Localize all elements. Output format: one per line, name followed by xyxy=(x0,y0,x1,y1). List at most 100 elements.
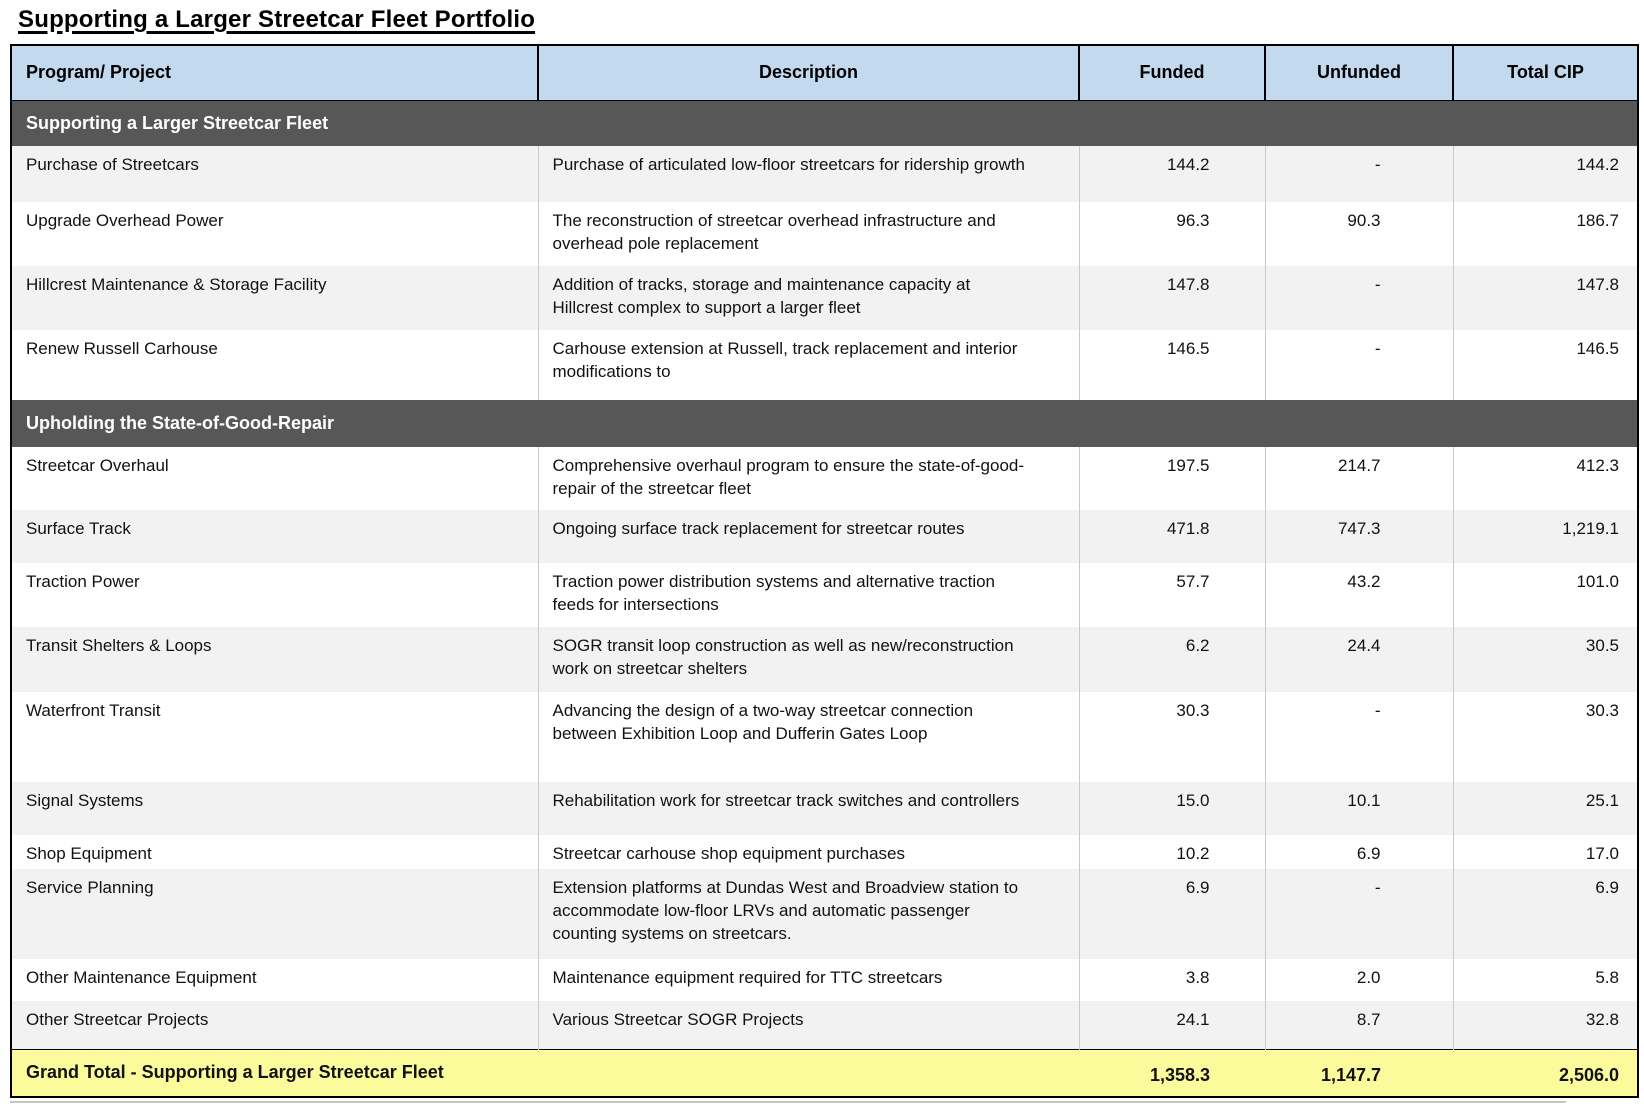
page-bottom-edge xyxy=(10,1101,1566,1103)
total-cip-cell: 101.0 xyxy=(1452,563,1638,627)
table-header-row: Program/ Project Description Funded Unfu… xyxy=(11,45,1638,101)
program-cell: Upgrade Overhead Power xyxy=(26,211,224,230)
description-cell: Carhouse extension at Russell, track rep… xyxy=(537,330,1079,400)
funded-cell: 471.8 xyxy=(1078,510,1265,563)
funded-cell: 197.5 xyxy=(1078,447,1265,510)
unfunded-cell: 214.7 xyxy=(1264,447,1453,510)
unfunded-cell: - xyxy=(1264,146,1453,202)
funded-cell: 144.2 xyxy=(1078,146,1265,202)
description-cell: Various Streetcar SOGR Projects xyxy=(537,1001,1079,1049)
unfunded-cell: - xyxy=(1264,330,1453,400)
total-cip-cell: 144.2 xyxy=(1452,146,1638,202)
unfunded-cell: 8.7 xyxy=(1264,1001,1453,1049)
total-cip-cell: 32.8 xyxy=(1452,1001,1638,1049)
description-cell: Traction power distribution systems and … xyxy=(537,563,1079,627)
grand-total-unfunded: 1,147.7 xyxy=(1265,1048,1453,1097)
description-cell: Purchase of articulated low-floor street… xyxy=(537,146,1079,202)
table-row: Purchase of Streetcars Purchase of artic… xyxy=(11,146,1638,202)
program-cell: Hillcrest Maintenance & Storage Facility xyxy=(11,266,538,330)
section-header-row: Supporting a Larger Streetcar Fleet xyxy=(11,100,1638,146)
description-cell: Extension platforms at Dundas West and B… xyxy=(537,869,1079,959)
total-cip-cell: 1,219.1 xyxy=(1452,510,1638,563)
grand-total-label: Grand Total - Supporting a Larger Street… xyxy=(11,1048,1079,1097)
column-header-unfunded: Unfunded xyxy=(1264,45,1453,101)
description-cell: Streetcar carhouse shop equipment purcha… xyxy=(537,835,1079,869)
funded-cell: 6.9 xyxy=(1078,869,1265,959)
unfunded-cell: - xyxy=(1264,266,1453,330)
program-cell: Service Planning xyxy=(11,869,538,959)
program-cell: Streetcar Overhaul xyxy=(26,456,169,475)
funded-cell: 146.5 xyxy=(1078,330,1265,400)
description-cell: Rehabilitation work for streetcar track … xyxy=(537,782,1079,835)
total-cip-cell: 25.1 xyxy=(1452,782,1638,835)
program-cell: Other Streetcar Projects xyxy=(11,1001,538,1049)
table-row: Other Streetcar Projects Various Streetc… xyxy=(11,1001,1638,1049)
program-cell: Purchase of Streetcars xyxy=(11,146,538,202)
unfunded-cell: 747.3 xyxy=(1264,510,1453,563)
table-row: Surface Track Ongoing surface track repl… xyxy=(11,510,1638,563)
table-row: Streetcar Overhaul Comprehensive overhau… xyxy=(11,447,1638,510)
unfunded-cell: - xyxy=(1264,869,1453,959)
funded-cell: 6.2 xyxy=(1078,627,1265,692)
program-cell: Traction Power xyxy=(26,572,140,591)
description-cell: Advancing the design of a two-way street… xyxy=(537,692,1079,782)
description-cell: The reconstruction of streetcar overhead… xyxy=(537,202,1079,266)
program-cell: Signal Systems xyxy=(11,782,538,835)
program-cell: Transit Shelters & Loops xyxy=(11,627,538,692)
table-row: Signal Systems Rehabilitation work for s… xyxy=(11,782,1638,835)
description-cell: Maintenance equipment required for TTC s… xyxy=(537,959,1079,1001)
table-row: Service Planning Extension platforms at … xyxy=(11,869,1638,959)
program-cell: Shop Equipment xyxy=(26,844,152,863)
description-cell: Ongoing surface track replacement for st… xyxy=(537,510,1079,563)
funded-cell: 57.7 xyxy=(1078,563,1265,627)
unfunded-cell: 90.3 xyxy=(1264,202,1453,266)
unfunded-cell: 10.1 xyxy=(1264,782,1453,835)
total-cip-cell: 30.5 xyxy=(1452,627,1638,692)
table-row: Transit Shelters & Loops SOGR transit lo… xyxy=(11,627,1638,692)
unfunded-cell: 2.0 xyxy=(1264,959,1453,1001)
column-header-program: Program/ Project xyxy=(11,45,538,101)
grand-total-row: Grand Total - Supporting a Larger Street… xyxy=(11,1048,1638,1097)
total-cip-cell: 147.8 xyxy=(1452,266,1638,330)
program-cell: Surface Track xyxy=(11,510,538,563)
table-row: Waterfront Transit Advancing the design … xyxy=(11,692,1638,782)
total-cip-cell: 412.3 xyxy=(1452,447,1638,510)
unfunded-cell: 6.9 xyxy=(1264,835,1453,869)
section-header-label: Supporting a Larger Streetcar Fleet xyxy=(11,100,1638,146)
table-row: Renew Russell Carhouse Carhouse extensio… xyxy=(11,330,1638,400)
table-row: Other Maintenance Equipment Maintenance … xyxy=(11,959,1638,1001)
program-cell: Waterfront Transit xyxy=(26,701,161,720)
table-row: Upgrade Overhead Power The reconstructio… xyxy=(11,202,1638,266)
funded-cell: 30.3 xyxy=(1078,692,1265,782)
description-cell: Comprehensive overhaul program to ensure… xyxy=(537,447,1079,510)
funded-cell: 147.8 xyxy=(1078,266,1265,330)
unfunded-cell: - xyxy=(1264,692,1453,782)
total-cip-cell: 186.7 xyxy=(1452,202,1638,266)
column-header-funded: Funded xyxy=(1078,45,1265,101)
page-title: Supporting a Larger Streetcar Fleet Port… xyxy=(18,6,536,33)
program-cell: Other Maintenance Equipment xyxy=(26,968,257,987)
total-cip-cell: 146.5 xyxy=(1452,330,1638,400)
total-cip-cell: 5.8 xyxy=(1452,959,1638,1001)
description-cell: Addition of tracks, storage and maintena… xyxy=(537,266,1079,330)
column-header-description: Description xyxy=(537,45,1079,101)
unfunded-cell: 24.4 xyxy=(1264,627,1453,692)
table-row: Hillcrest Maintenance & Storage Facility… xyxy=(11,266,1638,330)
section-header-label: Upholding the State-of-Good-Repair xyxy=(11,400,1638,447)
total-cip-cell: 6.9 xyxy=(1452,869,1638,959)
cip-budget-table: Program/ Project Description Funded Unfu… xyxy=(10,44,1639,1098)
funded-cell: 24.1 xyxy=(1078,1001,1265,1049)
grand-total-cip: 2,506.0 xyxy=(1453,1048,1638,1097)
column-header-total-cip: Total CIP xyxy=(1452,45,1638,101)
funded-cell: 10.2 xyxy=(1078,835,1265,869)
description-cell: SOGR transit loop construction as well a… xyxy=(537,627,1079,692)
total-cip-cell: 30.3 xyxy=(1452,692,1638,782)
unfunded-cell: 43.2 xyxy=(1264,563,1453,627)
table-row: Shop Equipment Streetcar carhouse shop e… xyxy=(11,835,1638,869)
grand-total-funded: 1,358.3 xyxy=(1079,1048,1265,1097)
funded-cell: 96.3 xyxy=(1078,202,1265,266)
program-cell: Renew Russell Carhouse xyxy=(26,339,218,358)
funded-cell: 15.0 xyxy=(1078,782,1265,835)
section-header-row: Upholding the State-of-Good-Repair xyxy=(11,400,1638,447)
